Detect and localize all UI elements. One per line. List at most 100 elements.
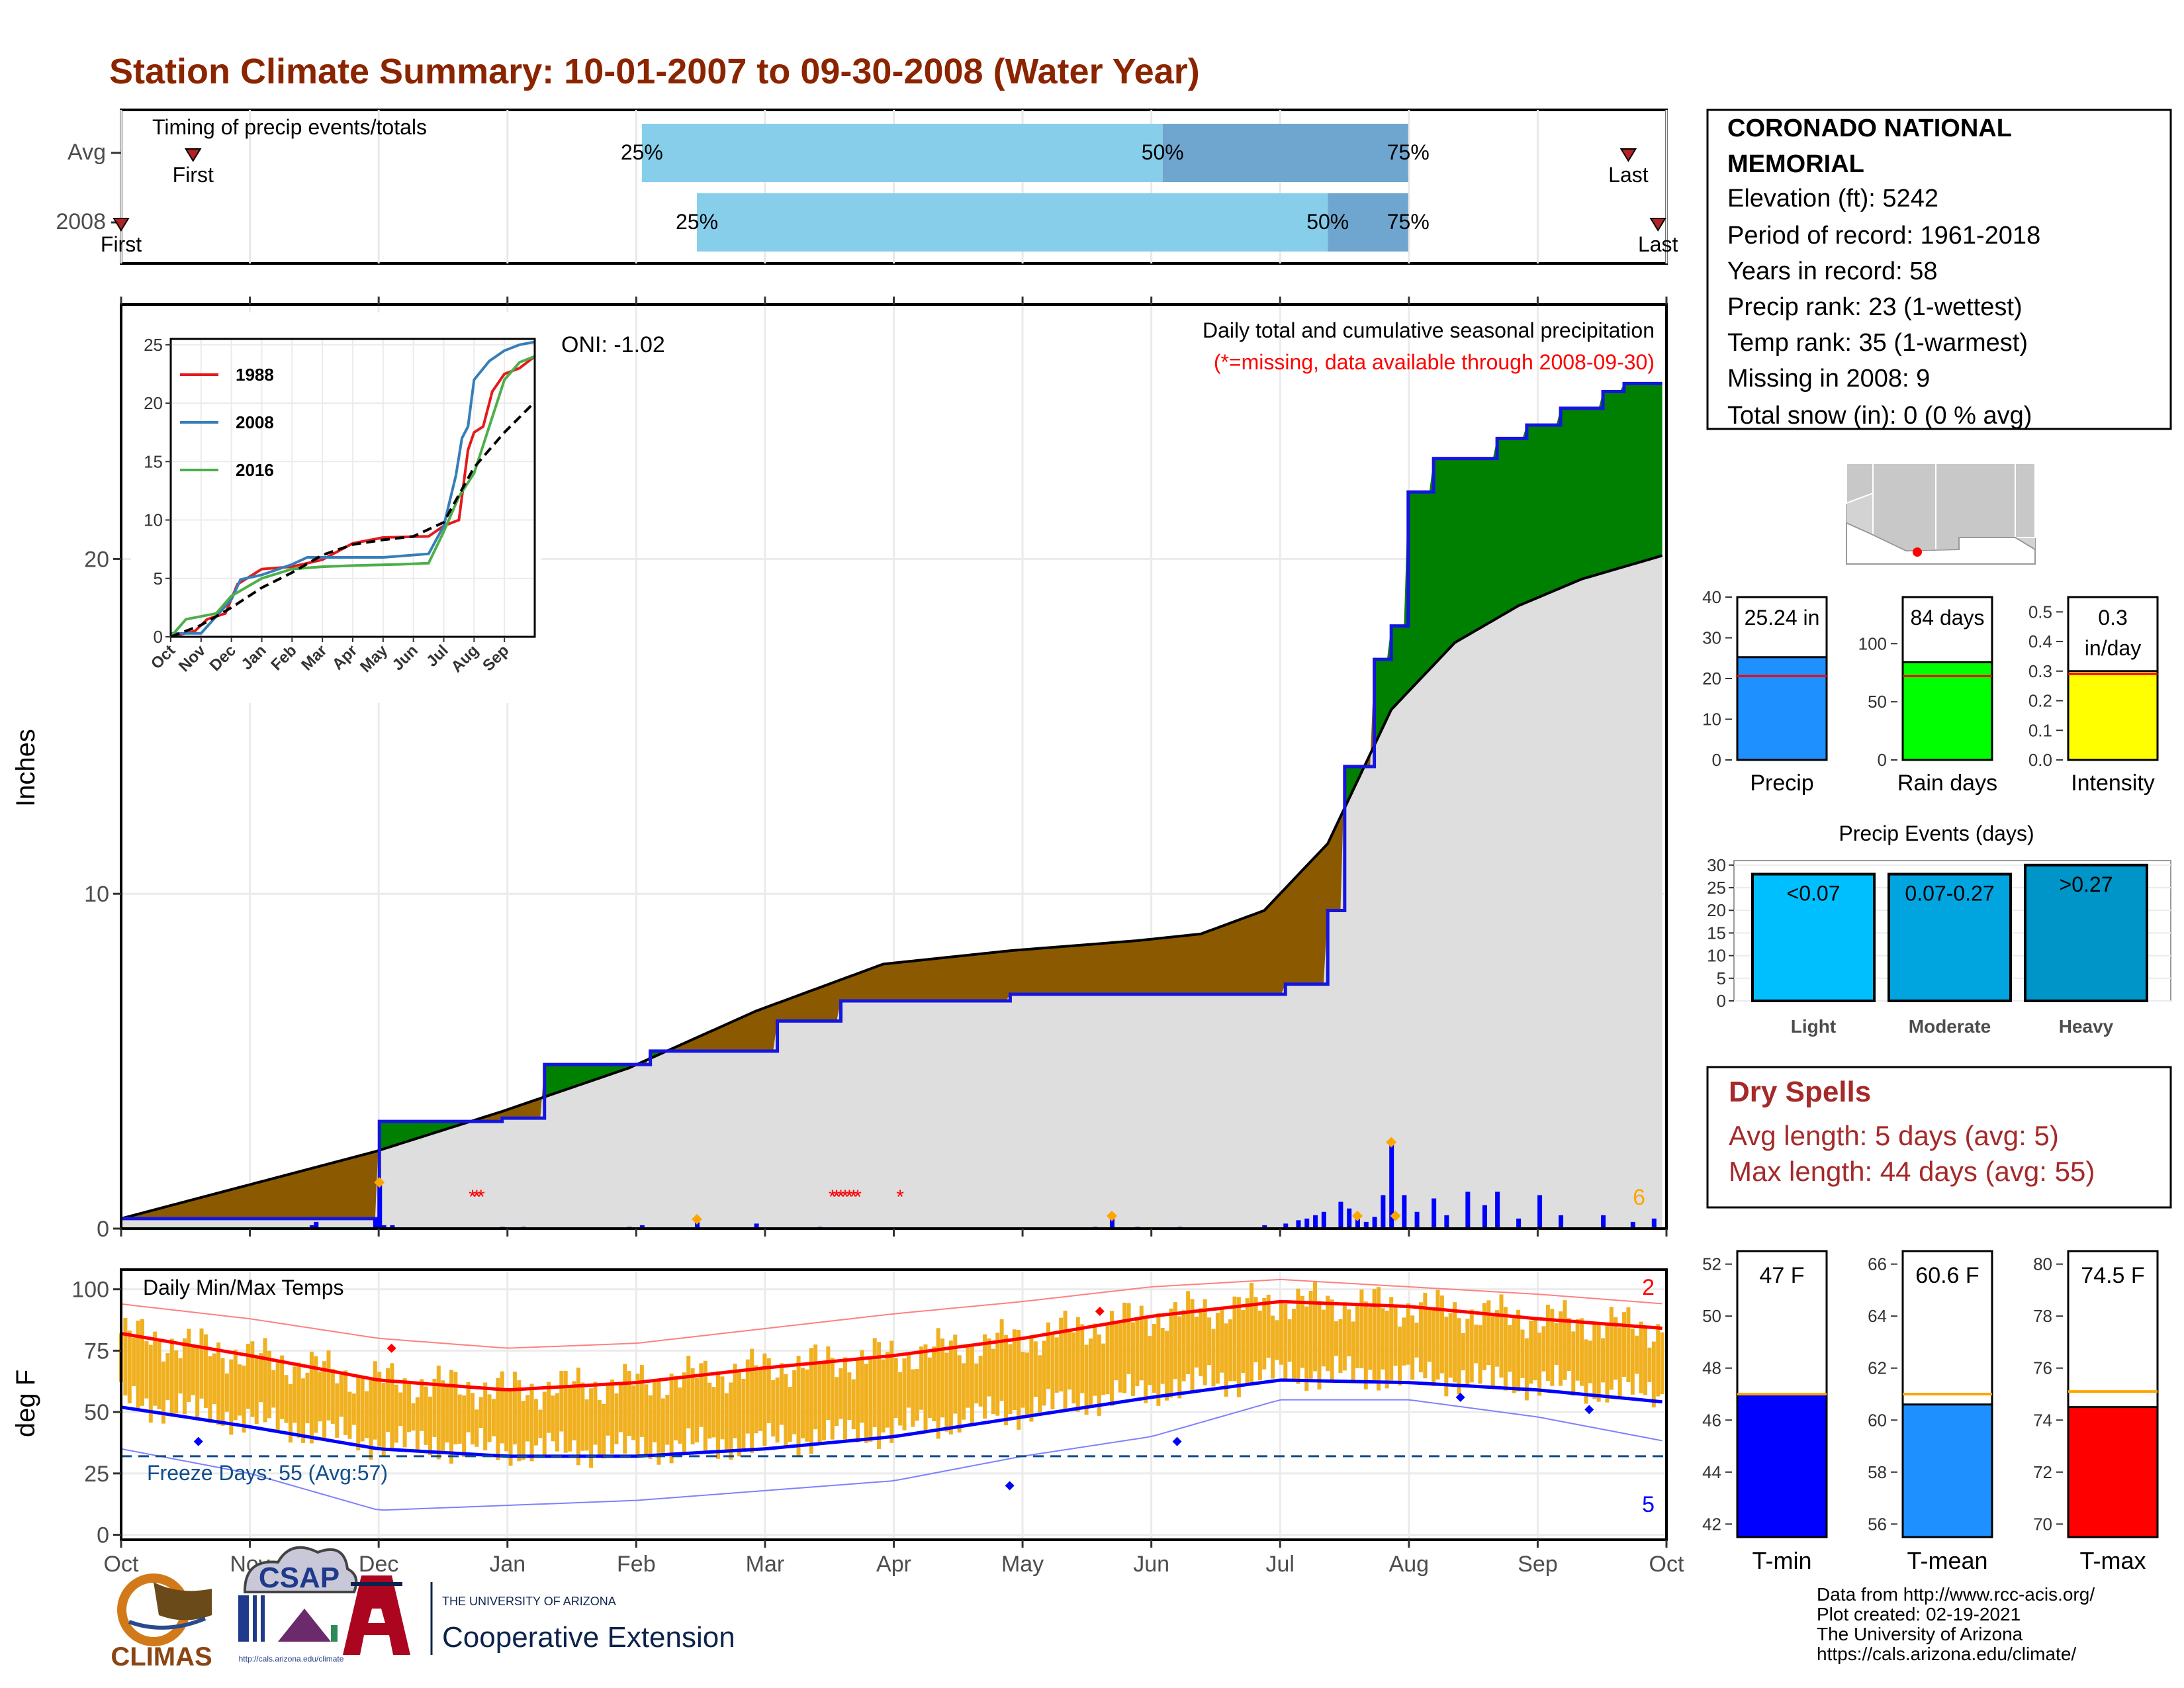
daily-temp-bar xyxy=(1545,1304,1550,1382)
timing-bar-q3 xyxy=(1328,193,1408,252)
daily-temp-bar xyxy=(1126,1303,1131,1374)
daily-temp-bar xyxy=(1139,1305,1144,1381)
inset-legend-label: 2016 xyxy=(236,460,274,480)
inset-legend-label: 1988 xyxy=(236,365,274,385)
daily-temp-bar xyxy=(948,1340,953,1434)
daily-temp-bar xyxy=(1169,1308,1173,1398)
daily-temp-bar xyxy=(915,1369,919,1421)
record-low-line xyxy=(120,1399,1662,1511)
daily-temp-bar xyxy=(1571,1331,1576,1396)
summary-ytick-label: 0.0 xyxy=(2028,750,2052,770)
daily-temp-bar xyxy=(309,1351,314,1444)
daily-temp-bar xyxy=(1313,1282,1318,1372)
daily-temp-bar xyxy=(877,1342,882,1449)
daily-temp-bar xyxy=(932,1346,936,1422)
daily-temp-bar xyxy=(517,1380,522,1462)
daily-temp-bar xyxy=(1190,1299,1195,1391)
daily-temp-bar xyxy=(1321,1309,1326,1367)
daily-precip-bar xyxy=(1414,1211,1420,1229)
daily-temp-bar xyxy=(1054,1337,1059,1393)
daily-temp-bar xyxy=(1122,1302,1127,1393)
daily-temp-bar xyxy=(1406,1303,1410,1365)
temp-bar-name: T-min xyxy=(1752,1547,1812,1574)
daily-temp-bar xyxy=(716,1371,721,1459)
daily-temp-bar xyxy=(1393,1307,1398,1366)
daily-temp-bar xyxy=(1071,1332,1076,1404)
precip-events-ytick-label: 0 xyxy=(1717,991,1726,1011)
station-snow: Total snow (in): 0 (0 % avg) xyxy=(1727,402,2032,430)
daily-temp-bar xyxy=(1630,1329,1635,1395)
daily-temp-bar xyxy=(1592,1321,1597,1399)
daily-temp-bar xyxy=(936,1328,940,1439)
daily-temp-bar xyxy=(1207,1317,1212,1366)
summary-bar-name: Precip xyxy=(1750,771,1813,796)
daily-precip-bar xyxy=(1630,1221,1635,1229)
daily-temp-bar xyxy=(424,1386,428,1445)
missing-day-marker: * xyxy=(477,1186,485,1208)
daily-temp-bar xyxy=(508,1387,513,1466)
temp-bar-name: T-max xyxy=(2079,1547,2146,1574)
daily-temp-bar xyxy=(1275,1320,1279,1360)
daily-temp-bar xyxy=(889,1340,894,1443)
temp-ytick-label: 50 xyxy=(84,1400,109,1425)
temp-bar-ytick-label: 52 xyxy=(1702,1254,1721,1274)
timing-label: Timing of precip events/totals xyxy=(152,115,427,139)
daily-temp-bar xyxy=(576,1368,580,1466)
daily-precip-bar xyxy=(314,1221,319,1229)
daily-temp-bar xyxy=(1584,1339,1588,1404)
daily-temp-bar xyxy=(597,1399,602,1455)
summary-bar-Precip xyxy=(1736,656,1828,761)
daily-temp-bar xyxy=(580,1382,585,1451)
daily-temp-bar xyxy=(1601,1338,1606,1383)
precip-ytick-label: 20 xyxy=(84,547,109,572)
daily-temp-bar xyxy=(953,1335,958,1414)
daily-temp-bar xyxy=(318,1371,322,1422)
daily-temp-bar xyxy=(788,1386,792,1442)
daily-temp-bar xyxy=(250,1341,255,1417)
record-temp-marker xyxy=(1584,1405,1594,1415)
daily-temp-bar xyxy=(1181,1310,1186,1382)
daily-temp-bar xyxy=(1236,1297,1241,1397)
daily-temp-bar xyxy=(750,1348,754,1453)
daily-temp-bar xyxy=(453,1372,458,1445)
daily-temp-bar xyxy=(1262,1297,1267,1370)
daily-temp-bar xyxy=(1423,1292,1428,1379)
inset-avg-line xyxy=(170,400,536,638)
precip-ytick-label: 10 xyxy=(84,882,109,907)
temp-bar-ytick-label: 62 xyxy=(1868,1358,1887,1378)
daily-temp-bar xyxy=(999,1319,1004,1401)
daily-temp-bar xyxy=(487,1394,492,1442)
csap-logo: CSAP http://cals.arizona.edu/climate xyxy=(238,1546,358,1664)
daily-temp-bar xyxy=(1101,1343,1106,1395)
daily-temp-bar xyxy=(563,1371,568,1453)
record-temp-marker xyxy=(1095,1307,1105,1317)
daily-temp-bar xyxy=(1250,1282,1254,1385)
daily-temp-bar xyxy=(987,1338,991,1397)
daily-temp-bar xyxy=(1427,1308,1432,1362)
temp-bar-name: T-mean xyxy=(1907,1547,1987,1574)
record-day-marker xyxy=(1106,1210,1117,1221)
daily-temp-bar xyxy=(1130,1322,1135,1396)
timing-bar-q3 xyxy=(1162,124,1408,182)
daily-temp-bar xyxy=(402,1378,407,1448)
daily-temp-bar xyxy=(330,1368,335,1424)
daily-temp-bar xyxy=(741,1378,746,1450)
daily-temp-bar xyxy=(335,1383,340,1438)
precip-events-ytick-label: 25 xyxy=(1707,878,1726,898)
daily-temp-bar xyxy=(1084,1344,1089,1415)
daily-temp-bar xyxy=(1643,1327,1648,1395)
daily-temp-bar xyxy=(1105,1324,1110,1395)
daily-temp-bar xyxy=(136,1320,140,1411)
daily-temp-bar xyxy=(830,1358,835,1440)
timing-bar-q2 xyxy=(697,193,1328,252)
daily-temp-bar xyxy=(665,1394,670,1445)
timing-panel: Timing of precip events/totals Avg 2008 … xyxy=(56,109,1678,265)
summary-ytick-label: 0 xyxy=(1878,750,1887,770)
daily-precip-bar xyxy=(1444,1215,1449,1229)
daily-temp-bar xyxy=(377,1372,382,1447)
daily-temp-bar xyxy=(233,1349,238,1421)
daily-temp-bar xyxy=(1004,1335,1009,1426)
max-count-label: 2 xyxy=(1642,1275,1655,1300)
daily-temp-bar xyxy=(1038,1355,1042,1413)
daily-temp-bar xyxy=(1296,1288,1300,1384)
